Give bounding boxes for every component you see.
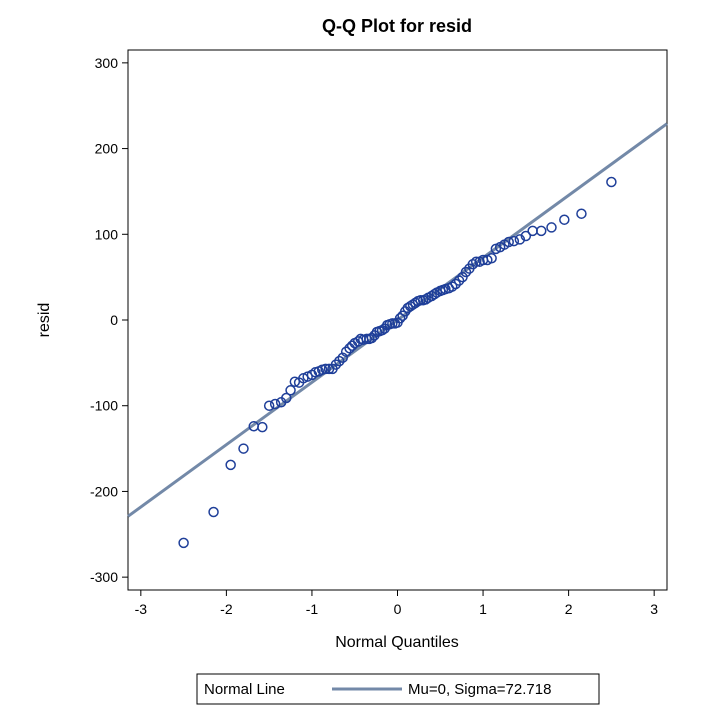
- x-tick-label: -2: [220, 601, 233, 617]
- x-axis-label: Normal Quantiles: [335, 634, 459, 651]
- x-tick-label: 3: [650, 601, 658, 617]
- data-point: [546, 222, 557, 233]
- data-point: [559, 214, 570, 225]
- data-point: [453, 275, 465, 286]
- data-point: [208, 506, 219, 518]
- data-point: [486, 253, 497, 264]
- data-point: [320, 363, 331, 375]
- y-axis: -300 -200 -100 0 100 200 300: [90, 55, 128, 585]
- data-point: [340, 346, 352, 357]
- y-tick-label: -300: [90, 569, 118, 585]
- data-point: [460, 266, 472, 278]
- data-point: [263, 400, 275, 411]
- data-point: [470, 256, 482, 267]
- y-tick-label: 100: [95, 226, 119, 242]
- y-tick-label: -100: [90, 398, 118, 414]
- data-point: [394, 313, 406, 324]
- legend: Normal Line Mu=0, Sigma=72.718: [196, 673, 600, 705]
- legend-frame: [196, 673, 600, 705]
- legend-title: Normal Line: [204, 681, 285, 698]
- y-axis-label: resid: [36, 303, 53, 338]
- plot-area: [127, 49, 668, 591]
- y-tick-label: 200: [95, 141, 119, 157]
- data-point: [334, 355, 345, 367]
- chart-title: Q-Q Plot for resid: [322, 16, 472, 36]
- data-point: [281, 392, 292, 404]
- y-tick-label: -200: [90, 483, 118, 499]
- data-point: [514, 234, 526, 245]
- data-point: [527, 225, 538, 237]
- data-point: [289, 376, 301, 387]
- data-point: [238, 443, 249, 454]
- data-point: [576, 208, 587, 219]
- data-point: [450, 278, 461, 290]
- data-point: [330, 359, 342, 370]
- y-tick-label: 0: [110, 312, 118, 328]
- data-point: [457, 271, 468, 283]
- data-points: [178, 176, 617, 549]
- data-point: [429, 289, 440, 300]
- legend-entry-label: Mu=0, Sigma=72.718: [408, 681, 551, 698]
- x-tick-label: 1: [479, 601, 487, 617]
- data-point: [503, 236, 514, 248]
- x-tick-label: 0: [394, 601, 402, 617]
- data-point: [225, 459, 236, 471]
- data-point: [366, 332, 378, 344]
- x-tick-label: -1: [306, 601, 319, 617]
- data-point: [606, 176, 617, 188]
- data-point: [535, 225, 547, 237]
- y-tick-label: 300: [95, 55, 119, 71]
- data-point: [285, 385, 296, 396]
- x-tick-label: -3: [135, 601, 148, 617]
- data-point: [337, 352, 348, 363]
- data-point: [178, 537, 189, 549]
- x-tick-label: 2: [565, 601, 573, 617]
- data-point: [269, 398, 281, 410]
- data-point: [520, 230, 532, 242]
- data-point: [420, 294, 431, 305]
- data-point: [257, 421, 268, 433]
- data-point: [508, 235, 520, 247]
- x-axis: -3 -2 -1 0 1 2 3: [135, 590, 658, 617]
